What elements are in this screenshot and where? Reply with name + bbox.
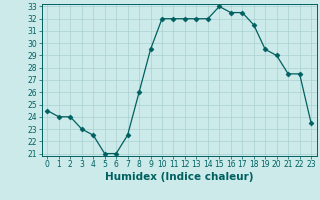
- X-axis label: Humidex (Indice chaleur): Humidex (Indice chaleur): [105, 172, 253, 182]
